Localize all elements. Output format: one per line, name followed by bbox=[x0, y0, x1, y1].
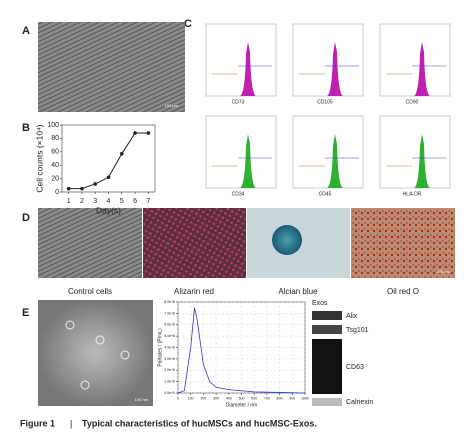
data-point bbox=[106, 175, 111, 180]
marker-label: CD34 bbox=[232, 191, 245, 197]
scale-bar-label: 100 μm bbox=[437, 269, 451, 274]
histogram-frame bbox=[292, 115, 364, 189]
x-tick-label: 400 bbox=[226, 396, 232, 400]
x-axis-label: Diameter / nm bbox=[226, 402, 257, 408]
blot-title: Exos bbox=[312, 300, 328, 307]
blot-band bbox=[312, 339, 342, 394]
micrograph bbox=[272, 225, 302, 255]
panel-label: A bbox=[22, 25, 30, 37]
marker-label: HLA-DR bbox=[403, 191, 422, 197]
data-point bbox=[80, 186, 84, 191]
histogram-peak bbox=[414, 42, 430, 96]
x-tick-label: 7 bbox=[146, 198, 150, 205]
y-tick-label: 20 bbox=[51, 175, 59, 182]
y-axis-label: Cell counts (×10⁴) bbox=[34, 124, 44, 192]
x-tick-label: 4 bbox=[107, 198, 111, 205]
histogram-peak bbox=[240, 134, 256, 188]
histogram-frame bbox=[205, 23, 277, 97]
micrograph bbox=[38, 300, 153, 406]
y-tick-label: 1.0e+6 bbox=[164, 380, 175, 384]
y-tick-label: 100 bbox=[47, 122, 59, 129]
x-tick-label: 800 bbox=[277, 396, 283, 400]
data-point bbox=[93, 182, 98, 186]
histogram-peak bbox=[327, 134, 343, 188]
y-tick-label: 0 bbox=[55, 189, 59, 196]
data-point bbox=[146, 131, 151, 135]
y-tick-label: 6.0e+6 bbox=[164, 323, 175, 327]
x-tick-label: 5 bbox=[120, 198, 124, 205]
y-tick-label: 8.0e+6 bbox=[164, 300, 175, 304]
data-point bbox=[119, 152, 124, 156]
micrograph bbox=[351, 208, 455, 278]
data-point bbox=[66, 186, 71, 191]
blot-band bbox=[312, 325, 342, 334]
x-tick-label: 200 bbox=[200, 396, 206, 400]
blot-label: Tsg101 bbox=[346, 327, 369, 334]
y-axis-label: Particles / (P/mL) bbox=[157, 328, 163, 367]
micrograph bbox=[38, 22, 185, 112]
image-caption: Control cells bbox=[68, 287, 112, 296]
data-line bbox=[177, 307, 306, 394]
image-caption: Alizarin red bbox=[174, 287, 214, 296]
x-tick-label: 6 bbox=[133, 198, 137, 205]
blot-band bbox=[312, 398, 342, 406]
x-tick-label: 300 bbox=[213, 396, 219, 400]
x-tick-label: 1 bbox=[67, 198, 71, 205]
x-tick-label: 3 bbox=[93, 198, 97, 205]
y-tick-label: 5.0e+6 bbox=[164, 334, 175, 338]
panel-label: E bbox=[22, 307, 29, 319]
scale-bar-label: 100 nm bbox=[135, 397, 149, 402]
panel-label: B bbox=[22, 122, 30, 134]
caption-title: Typical characteristics of hucMSCs and h… bbox=[82, 418, 317, 428]
histogram-peak bbox=[240, 42, 256, 96]
plot-frame bbox=[61, 124, 156, 193]
histogram-frame bbox=[379, 115, 451, 189]
x-tick-label: 900 bbox=[289, 396, 295, 400]
histogram-frame bbox=[292, 23, 364, 97]
image-caption: Oil red O bbox=[387, 287, 419, 296]
x-tick-label: 2 bbox=[80, 198, 84, 205]
scale-bar-label: 100 μm bbox=[165, 103, 179, 108]
x-tick-label: 700 bbox=[264, 396, 270, 400]
histogram-peak bbox=[327, 42, 343, 96]
x-tick-label: 0 bbox=[177, 396, 179, 400]
y-tick-label: 7.0e+6 bbox=[164, 311, 175, 315]
image-caption: Alcian blue bbox=[278, 287, 318, 296]
micrograph bbox=[143, 208, 246, 278]
blot-band bbox=[312, 311, 342, 320]
y-tick-label: 40 bbox=[51, 162, 59, 169]
panel-label: D bbox=[22, 212, 30, 224]
blot-label: CD63 bbox=[346, 364, 364, 371]
data-point bbox=[133, 131, 137, 135]
panel-label: C bbox=[184, 18, 192, 30]
blot-label: Alix bbox=[346, 313, 358, 320]
blot-label: Calnexin bbox=[346, 399, 373, 406]
marker-label: CD45 bbox=[319, 191, 332, 197]
y-tick-label: 60 bbox=[51, 149, 59, 156]
x-tick-label: 100 bbox=[188, 396, 194, 400]
x-tick-label: 1000 bbox=[301, 396, 309, 400]
x-tick-label: 500 bbox=[239, 396, 245, 400]
marker-label: CD105 bbox=[317, 99, 333, 105]
data-line bbox=[68, 132, 149, 190]
caption-separator: | bbox=[70, 418, 72, 428]
histogram-peak bbox=[414, 134, 430, 188]
y-tick-label: 2.0e+6 bbox=[164, 368, 175, 372]
marker-label: CD90 bbox=[406, 99, 419, 105]
x-tick-label: 600 bbox=[251, 396, 257, 400]
histogram-frame bbox=[379, 23, 451, 97]
histogram-frame bbox=[205, 115, 277, 189]
y-tick-label: 80 bbox=[51, 135, 59, 142]
micrograph bbox=[38, 208, 142, 278]
y-tick-label: 4.0e+6 bbox=[164, 345, 175, 349]
y-tick-label: 0.0e+0 bbox=[164, 391, 175, 395]
y-tick-label: 3.0e+6 bbox=[164, 357, 175, 361]
x-axis-label: Day(s) bbox=[96, 205, 121, 215]
caption-number: Figure 1 bbox=[20, 418, 55, 428]
marker-label: CD73 bbox=[232, 99, 245, 105]
